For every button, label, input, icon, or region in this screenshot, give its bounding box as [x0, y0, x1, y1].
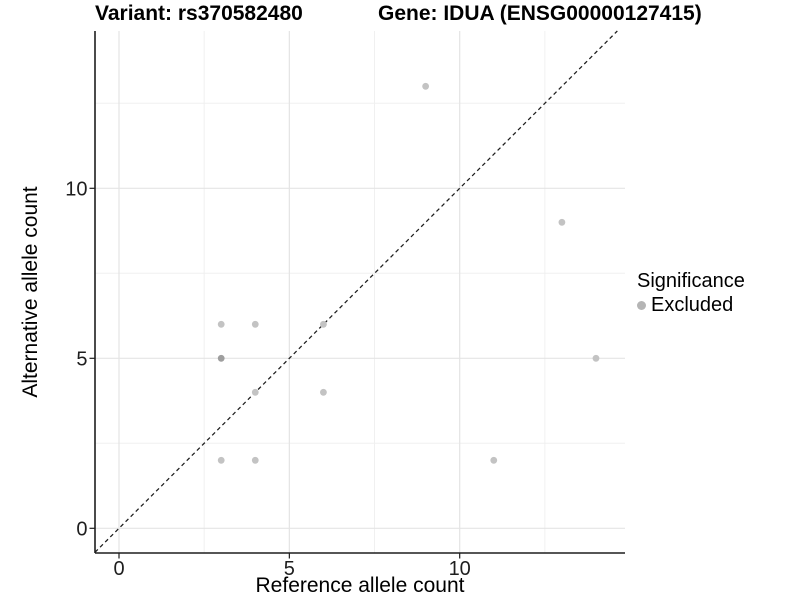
x-axis-title: Reference allele count — [255, 574, 465, 597]
y-tick-label: 5 — [76, 348, 87, 370]
data-point — [422, 82, 430, 90]
data-point — [217, 320, 225, 328]
y-axis-title: Alternative allele count — [19, 186, 42, 398]
x-tick-label: 10 — [449, 558, 471, 580]
data-point — [251, 456, 259, 464]
y-tick-label: 10 — [65, 178, 87, 200]
identity-line — [94, 30, 618, 553]
data-point — [217, 354, 225, 362]
plot-title-variant: Variant: rs370582480 — [95, 2, 303, 25]
data-point — [592, 354, 600, 362]
legend-title: Significance — [637, 270, 745, 292]
data-point — [217, 456, 225, 464]
data-point — [558, 218, 566, 226]
data-point — [490, 456, 498, 464]
x-tick-label: 0 — [113, 558, 124, 580]
legend-key-point-icon — [637, 300, 646, 310]
x-tick-label: 5 — [284, 558, 295, 580]
y-tick-label: 0 — [76, 518, 87, 540]
plot-title-gene: Gene: IDUA (ENSG00000127415) — [378, 2, 702, 25]
data-point — [251, 388, 259, 396]
data-point — [320, 388, 327, 396]
data-point — [251, 320, 259, 328]
data-point — [320, 320, 327, 328]
legend-item-label: Excluded — [651, 294, 734, 316]
legend-item-excluded: Excluded — [637, 295, 745, 315]
legend: Significance Excluded — [637, 271, 745, 315]
